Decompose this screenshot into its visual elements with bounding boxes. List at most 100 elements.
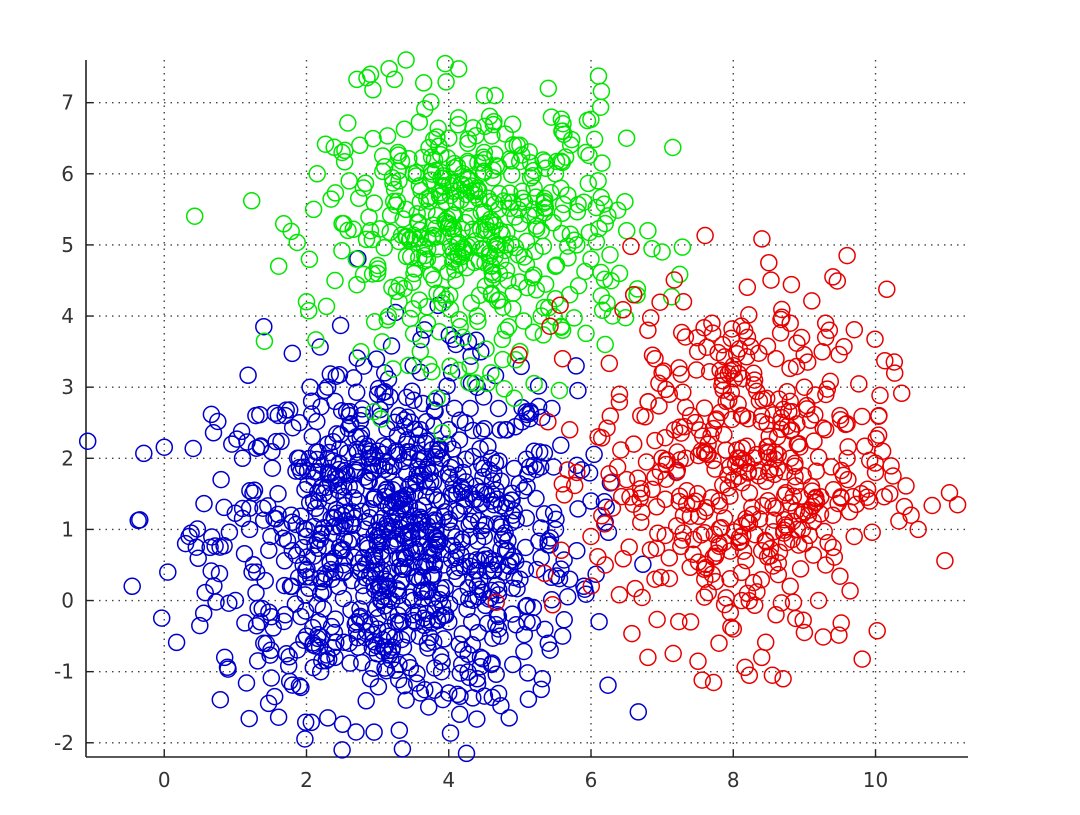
data-point: [375, 238, 393, 257]
data-point: [752, 570, 771, 589]
data-point: [335, 462, 354, 480]
data-point: [480, 107, 499, 126]
data-point: [277, 645, 296, 663]
data-point: [534, 237, 553, 255]
data-point: [580, 464, 599, 482]
data-point: [737, 510, 755, 528]
data-point: [424, 130, 443, 149]
data-point: [373, 147, 392, 165]
data-point: [414, 609, 433, 628]
data-point: [414, 497, 433, 515]
data-point: [487, 615, 505, 634]
data-point: [454, 480, 472, 499]
data-point: [395, 411, 413, 429]
data-point: [353, 406, 372, 425]
data-point: [445, 399, 464, 418]
data-point: [494, 298, 512, 316]
data-point: [483, 485, 501, 503]
data-point: [207, 593, 225, 611]
data-point: [269, 257, 288, 275]
data-point: [657, 380, 675, 399]
data-point: [442, 550, 461, 569]
data-point: [510, 346, 528, 364]
data-point: [340, 172, 358, 190]
data-point: [399, 653, 417, 672]
data-point: [803, 292, 821, 310]
data-point: [489, 581, 508, 599]
data-point: [632, 513, 650, 532]
data-point: [760, 253, 778, 272]
data-point: [365, 488, 384, 507]
data-point: [643, 346, 662, 364]
data-point: [569, 195, 587, 214]
data-point: [247, 406, 265, 425]
data-point: [654, 362, 673, 380]
data-point: [256, 571, 274, 590]
data-point: [544, 213, 562, 232]
data-point: [624, 285, 643, 304]
data-point: [505, 389, 523, 408]
data-point: [845, 320, 864, 339]
data-point: [348, 275, 366, 294]
data-point: [381, 223, 399, 242]
data-point: [555, 486, 574, 504]
data-point: [503, 115, 522, 134]
data-point: [719, 391, 738, 410]
data-point: [255, 317, 273, 336]
data-point: [468, 670, 486, 688]
data-point: [505, 548, 523, 566]
data-point: [770, 390, 788, 408]
data-point: [363, 230, 382, 249]
data-point: [577, 324, 595, 343]
data-point: [491, 221, 509, 240]
data-point: [404, 325, 423, 343]
data-point: [398, 443, 417, 461]
data-point: [283, 418, 302, 437]
data-point: [260, 541, 278, 560]
data-point: [314, 600, 333, 618]
data-point: [372, 410, 390, 428]
data-point: [601, 407, 620, 425]
data-point: [664, 644, 682, 663]
data-point: [441, 357, 459, 375]
data-point: [552, 110, 571, 128]
data-point: [610, 586, 629, 604]
data-point: [426, 219, 445, 238]
data-point: [740, 666, 759, 685]
data-point: [188, 520, 207, 538]
data-point: [775, 510, 794, 529]
data-point: [467, 331, 485, 349]
data-point: [616, 192, 634, 211]
data-point: [518, 664, 537, 682]
data-point: [396, 500, 415, 519]
data-point: [218, 658, 237, 677]
data-point: [413, 148, 432, 167]
data-point: [582, 577, 601, 595]
data-point: [273, 519, 291, 537]
data-point: [696, 226, 714, 245]
data-point: [712, 519, 731, 537]
data-point: [322, 560, 340, 579]
data-point: [441, 458, 460, 477]
data-point: [380, 59, 398, 78]
data-point: [649, 524, 667, 543]
data-point: [519, 206, 538, 224]
data-point: [596, 214, 614, 233]
data-point: [504, 284, 523, 302]
data-point: [565, 309, 583, 327]
data-point: [535, 505, 554, 523]
data-point: [450, 431, 469, 449]
data-point: [552, 317, 570, 336]
data-point: [725, 369, 744, 388]
data-point: [871, 386, 889, 405]
data-point: [275, 576, 294, 595]
data-point: [348, 70, 366, 89]
data-point: [695, 318, 713, 337]
data-point: [210, 564, 229, 583]
data-point: [533, 408, 551, 427]
data-point: [585, 445, 603, 464]
data-point: [760, 427, 778, 446]
data-point: [745, 596, 764, 615]
data-point: [283, 577, 301, 596]
data-point: [853, 407, 871, 426]
